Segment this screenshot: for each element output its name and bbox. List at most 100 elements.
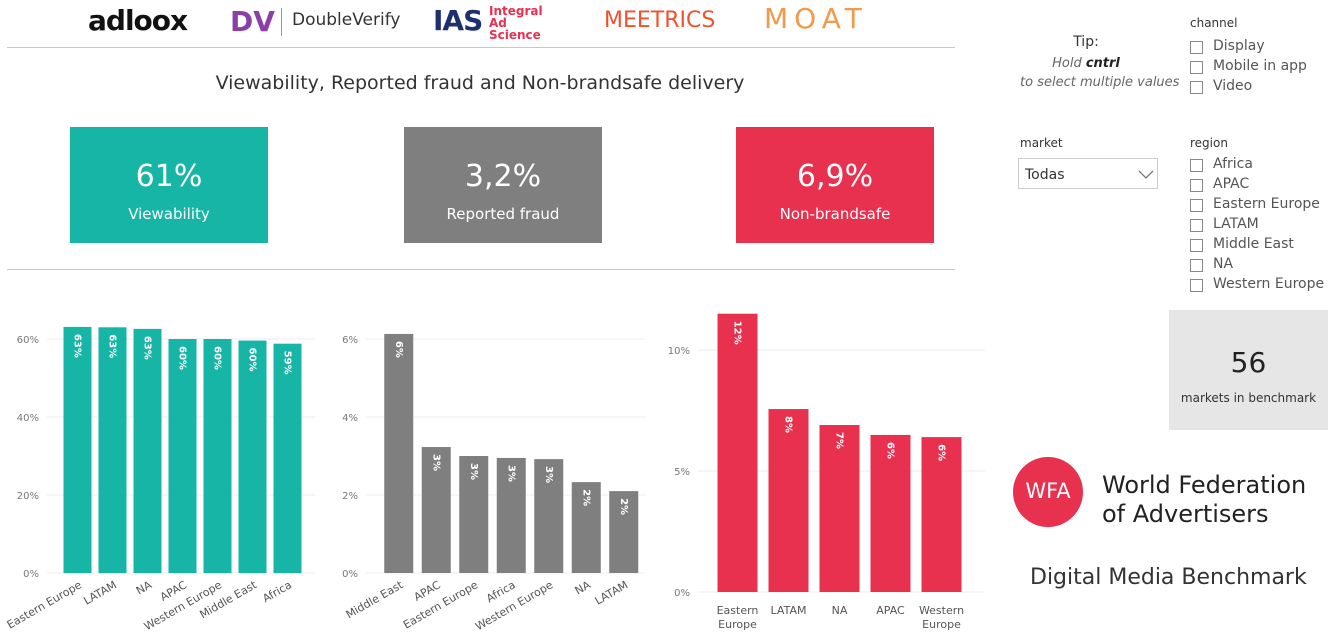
- logo-meetrics: MEETRICS: [604, 8, 716, 33]
- product-name: Digital Media Benchmark: [1030, 565, 1307, 590]
- logo-adloox: adloox: [88, 4, 188, 37]
- data-label: 63%: [142, 336, 153, 360]
- bar: [168, 339, 197, 573]
- bar: [870, 434, 911, 592]
- y-tick-label: 5%: [674, 467, 690, 478]
- checkbox-label: Display: [1213, 38, 1265, 54]
- tip-key: cntrl: [1085, 56, 1120, 71]
- y-tick-label: 40%: [17, 413, 39, 424]
- y-tick-label: 2%: [342, 491, 358, 502]
- x-tick-label: LATAM: [81, 578, 119, 607]
- benchmark-card: 56 markets in benchmark: [1169, 310, 1328, 430]
- x-tick-label: Eastern Europe: [5, 578, 84, 631]
- tip-text: Hold cntrl to select multiple values: [1020, 54, 1179, 92]
- checkbox[interactable]: [1190, 41, 1203, 54]
- bar: [384, 333, 414, 573]
- data-label: 60%: [247, 348, 258, 372]
- y-tick-label: 6%: [342, 335, 358, 346]
- bar: [921, 437, 962, 592]
- logo-doubleverify: DoubleVerify: [292, 10, 401, 30]
- data-label: 3%: [468, 463, 479, 480]
- data-label: 8%: [783, 416, 794, 433]
- data-label: 59%: [282, 351, 293, 375]
- slicer-title: region: [1190, 136, 1228, 150]
- wfa-name: of Advertisers: [1102, 500, 1269, 528]
- checkbox[interactable]: [1190, 179, 1203, 192]
- y-tick-label: 0%: [23, 569, 39, 580]
- bar: [238, 340, 267, 573]
- checkbox[interactable]: [1190, 259, 1203, 272]
- checkbox[interactable]: [1190, 199, 1203, 212]
- bar: [717, 313, 758, 592]
- chevron: [1138, 170, 1154, 179]
- bar: [534, 459, 564, 573]
- logo-ias-name: Integral Ad Science: [489, 4, 543, 42]
- tip-text: to select multiple values: [1020, 75, 1180, 90]
- bar: [133, 328, 162, 573]
- checkbox-label: APAC: [1213, 176, 1250, 192]
- kpi-card: 3,2% Reported fraud: [404, 127, 602, 243]
- slicer-title: market: [1020, 136, 1063, 150]
- x-tick-label: Eastern Europe: [716, 604, 759, 631]
- logo-dv: DV: [230, 5, 275, 38]
- checkbox[interactable]: [1190, 279, 1203, 292]
- checkbox-label: Western Europe: [1213, 276, 1325, 292]
- wfa-mark: WFA: [1025, 479, 1071, 503]
- checkbox-label: NA: [1213, 256, 1234, 272]
- x-tick-label: LATAM: [770, 604, 807, 617]
- x-tick-label: NA: [573, 578, 594, 597]
- data-label: 63%: [72, 334, 83, 358]
- divider: [7, 47, 955, 48]
- logo-ias: IAS: [433, 4, 483, 37]
- checkbox[interactable]: [1190, 159, 1203, 172]
- data-label: 6%: [885, 442, 896, 459]
- data-label: 2%: [618, 498, 629, 515]
- data-label: 2%: [580, 489, 591, 506]
- checkbox-label: Africa: [1213, 156, 1253, 172]
- y-tick-label: 20%: [17, 491, 39, 502]
- bar: [496, 457, 526, 573]
- bar: [63, 326, 92, 573]
- dropdown-value: Todas: [1025, 167, 1065, 183]
- tip-text: Hold: [1052, 56, 1082, 71]
- kpi-card: 61% Viewability: [70, 127, 268, 243]
- bar: [768, 409, 809, 592]
- benchmark-label: markets in benchmark: [1180, 391, 1317, 405]
- wfa-name: World Federation: [1102, 471, 1307, 499]
- x-tick-label: NA: [831, 604, 848, 617]
- kpi-label: Reported fraud: [446, 205, 560, 223]
- benchmark-value: 56: [1230, 346, 1267, 379]
- bar: [273, 343, 302, 573]
- x-tick-label: NA: [134, 578, 155, 597]
- checkbox[interactable]: [1190, 239, 1203, 252]
- checkbox[interactable]: [1190, 81, 1203, 94]
- data-label: 12%: [732, 321, 743, 345]
- y-tick-label: 0%: [674, 588, 690, 599]
- y-tick-label: 4%: [342, 413, 358, 424]
- bar: [459, 456, 489, 573]
- kpi-value: 3,2%: [464, 159, 542, 194]
- bar: [819, 425, 860, 592]
- logo-moat: MOAT: [764, 2, 868, 35]
- checkbox-label: Mobile in app: [1213, 58, 1307, 74]
- dropdown[interactable]: Todas: [1018, 158, 1158, 189]
- bar: [203, 339, 232, 573]
- data-label: 3%: [543, 466, 554, 483]
- page-title: Viewability, Reported fraud and Non-bran…: [215, 72, 745, 94]
- checkbox[interactable]: [1190, 61, 1203, 74]
- data-label: 63%: [107, 334, 118, 358]
- y-tick-label: 10%: [668, 346, 690, 357]
- data-label: 6%: [936, 444, 947, 461]
- x-tick-label: APAC: [876, 604, 905, 617]
- y-tick-label: 0%: [342, 569, 358, 580]
- checkbox[interactable]: [1190, 219, 1203, 232]
- data-label: 60%: [212, 346, 223, 370]
- x-tick-label: LATAM: [593, 578, 631, 607]
- y-tick-label: 60%: [17, 335, 39, 346]
- kpi-card: 6,9% Non-brandsafe: [736, 127, 934, 243]
- data-label: 7%: [834, 432, 845, 449]
- wfa-logo: WFA: [1013, 457, 1083, 527]
- checkbox-label: Eastern Europe: [1213, 196, 1320, 212]
- kpi-label: Viewability: [128, 205, 210, 223]
